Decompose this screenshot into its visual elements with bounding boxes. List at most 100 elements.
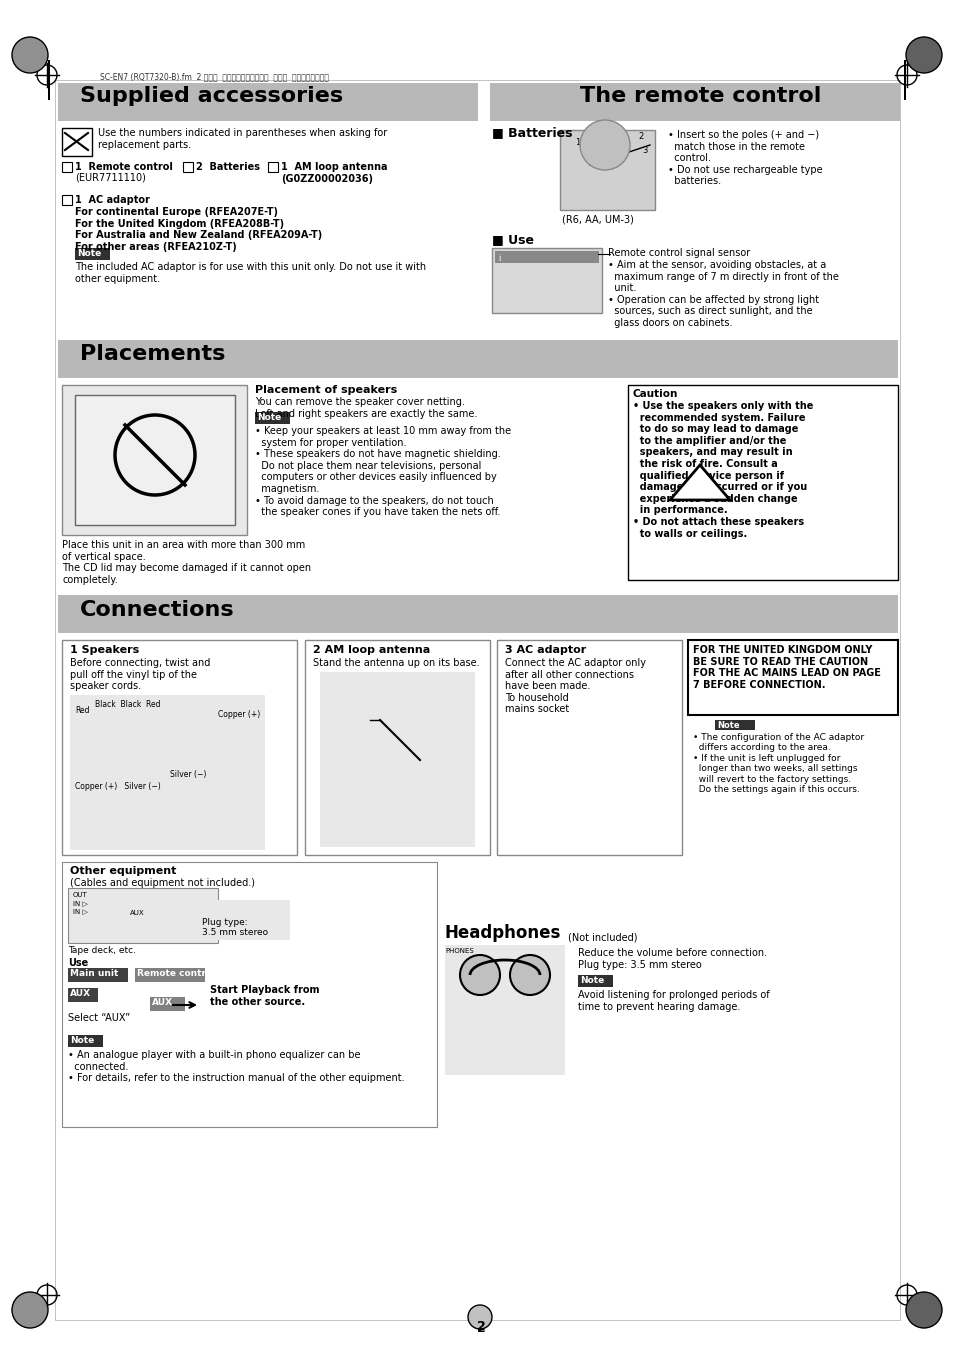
Text: Silver (−): Silver (−) [170,770,206,780]
Bar [150,997,185,1011]
Text: Before connecting, twist and
pull off the vinyl tip of the
speaker cords.: Before connecting, twist and pull off th… [70,658,211,692]
Circle shape [459,955,499,994]
Bar [135,969,205,982]
Bar [268,162,277,172]
Text: Black  Black  Red: Black Black Red [95,700,160,709]
Text: • An analogue player with a built-in phono equalizer can be
  connected.
• For d: • An analogue player with a built-in pho… [68,1050,404,1084]
Circle shape [579,120,629,170]
Bar [578,975,613,988]
Text: Supplied accessories: Supplied accessories [80,86,343,105]
Bar [62,862,436,1127]
Circle shape [468,1305,492,1329]
Text: (Not included): (Not included) [567,932,637,942]
Text: Use: Use [68,958,89,969]
Text: 1: 1 [575,138,579,147]
Text: AUX: AUX [130,911,145,916]
Bar [75,394,234,526]
Text: Reduce the volume before connection.
Plug type: 3.5 mm stereo: Reduce the volume before connection. Plu… [578,948,766,970]
Text: Plug type:
3.5 mm stereo: Plug type: 3.5 mm stereo [202,917,268,938]
Bar [58,82,477,122]
Text: 2  Batteries: 2 Batteries [195,162,260,172]
Circle shape [12,1292,48,1328]
Text: !: ! [697,482,704,500]
Bar [68,969,128,982]
Bar [58,594,897,634]
Bar [62,162,71,172]
Text: Select “AUX”: Select “AUX” [68,1013,131,1023]
Text: IN ▷: IN ▷ [73,900,88,907]
Text: OUT: OUT [73,892,88,898]
Bar [183,162,193,172]
Text: Copper (+): Copper (+) [218,711,260,719]
Text: i: i [497,254,500,263]
Text: 2 AM loop antenna: 2 AM loop antenna [313,644,430,655]
Circle shape [510,955,550,994]
Text: 1  AC adaptor: 1 AC adaptor [75,195,150,205]
Text: 1  Remote control: 1 Remote control [75,162,172,172]
Text: AUX: AUX [70,989,91,998]
Text: Start Playback from
the other source.: Start Playback from the other source. [210,985,319,1006]
Text: Note: Note [579,975,603,985]
Bar [559,130,655,209]
Bar [62,640,296,855]
Polygon shape [669,465,729,500]
Text: Red: Red [75,707,90,715]
Bar [254,412,290,424]
Text: 2: 2 [476,1320,485,1333]
Text: Note: Note [70,1036,94,1046]
Text: The included AC adaptor is for use with this unit only. Do not use it with
other: The included AC adaptor is for use with … [75,262,426,284]
Text: • Aim at the sensor, avoiding obstacles, at a
  maximum range of 7 m directly in: • Aim at the sensor, avoiding obstacles,… [607,259,838,328]
Bar [319,671,475,847]
Text: PHONES: PHONES [444,948,474,954]
Text: (EUR7711110): (EUR7711110) [75,172,146,182]
Text: 1  AM loop antenna
(G0ZZ00002036): 1 AM loop antenna (G0ZZ00002036) [281,162,387,184]
Text: The remote control: The remote control [579,86,821,105]
Bar [55,80,899,1320]
Text: Note: Note [256,413,281,422]
Bar [70,694,265,850]
Bar [75,249,110,259]
Text: Remote control: Remote control [137,969,215,978]
Text: 1 Speakers: 1 Speakers [70,644,139,655]
Text: • Use the speakers only with the
  recommended system. Failure
  to do so may le: • Use the speakers only with the recomme… [633,401,813,539]
Text: Stand the antenna up on its base.: Stand the antenna up on its base. [313,658,479,667]
Text: Connections: Connections [80,600,234,620]
Bar [62,385,247,535]
Bar [903,59,905,100]
Text: Remote control signal sensor: Remote control signal sensor [607,249,749,258]
Text: Caution: Caution [633,389,678,399]
Circle shape [905,1292,941,1328]
Text: ■ Use: ■ Use [492,232,534,246]
Text: • Insert so the poles (+ and −)
  match those in the remote
  control.
• Do not : • Insert so the poles (+ and −) match th… [667,130,821,186]
Text: Main unit: Main unit [70,969,118,978]
Bar [305,640,490,855]
Text: IN ▷: IN ▷ [73,908,88,915]
Text: For continental Europe (RFEA207E-T)
For the United Kingdom (RFEA208B-T)
For Aust: For continental Europe (RFEA207E-T) For … [75,207,322,251]
Circle shape [905,36,941,73]
Text: 3 AC adaptor: 3 AC adaptor [504,644,586,655]
Text: Note: Note [717,721,739,730]
Bar [68,988,98,1002]
Text: Placement of speakers: Placement of speakers [254,385,396,394]
Bar [62,195,71,205]
Bar [714,720,754,730]
Text: Place this unit in an area with more than 300 mm
of vertical space.
The CD lid m: Place this unit in an area with more tha… [62,540,311,585]
Bar [627,385,897,580]
Text: Placements: Placements [80,345,225,363]
Bar [444,920,894,1125]
Circle shape [12,36,48,73]
Text: Connect the AC adaptor only
after all other connections
have been made.
To house: Connect the AC adaptor only after all ot… [504,658,645,715]
Text: 2: 2 [638,132,642,141]
Bar [58,340,897,378]
Text: (Cables and equipment not included.): (Cables and equipment not included.) [70,878,254,888]
Bar [497,640,681,855]
Text: AUX: AUX [152,998,172,1006]
Text: FOR THE UNITED KINGDOM ONLY
BE SURE TO READ THE CAUTION
FOR THE AC MAINS LEAD ON: FOR THE UNITED KINGDOM ONLY BE SURE TO R… [692,644,880,690]
Text: 3: 3 [641,146,647,155]
Bar [68,1035,103,1047]
Text: Avoid listening for prolonged periods of
time to prevent hearing damage.: Avoid listening for prolonged periods of… [578,990,769,1012]
Text: You can remove the speaker cover netting.
Left and right speakers are exactly th: You can remove the speaker cover netting… [254,397,476,419]
Text: • Keep your speakers at least 10 mm away from the
  system for proper ventilatio: • Keep your speakers at least 10 mm away… [254,426,511,517]
Text: Copper (+)   Silver (−): Copper (+) Silver (−) [75,782,161,790]
Bar [48,59,50,100]
